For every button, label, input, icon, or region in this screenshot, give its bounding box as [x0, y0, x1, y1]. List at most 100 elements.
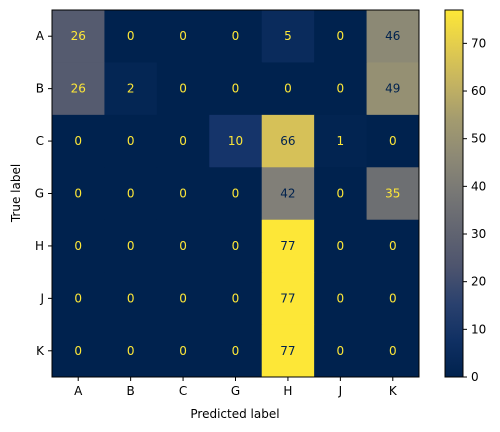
x-tick-label: G	[231, 384, 240, 398]
heatmap-cell	[209, 114, 263, 168]
y-tick-label: K	[36, 344, 45, 358]
cell-value-label: 2	[127, 82, 135, 96]
cell-value-label: 0	[179, 344, 187, 358]
heatmap-cell	[156, 167, 210, 221]
heatmap-cell	[104, 272, 158, 326]
colorbar-tick-label: 30	[471, 227, 486, 241]
x-tick-label: K	[389, 384, 398, 398]
cell-value-label: 0	[337, 82, 345, 96]
y-tick-label: B	[36, 82, 44, 96]
y-tick-label: A	[36, 29, 45, 43]
heatmap-cell	[52, 62, 105, 116]
cell-value-label: 0	[74, 187, 82, 201]
cell-value-label: 42	[280, 187, 295, 201]
heatmap-cell	[156, 324, 210, 378]
cell-value-label: 0	[389, 134, 397, 148]
heatmap-cell	[52, 219, 105, 273]
heatmap-cell	[314, 114, 368, 168]
colorbar-tick-label: 0	[471, 370, 479, 384]
cell-value-label: 0	[232, 187, 240, 201]
cell-value-label: 0	[389, 239, 397, 253]
cell-value-label: 0	[337, 187, 345, 201]
heatmap-cell	[261, 272, 315, 326]
colorbar-tick-label: 10	[471, 322, 486, 336]
heatmap-cell	[366, 10, 420, 63]
heatmap-cell	[156, 219, 210, 273]
cell-value-label: 0	[284, 82, 292, 96]
colorbar-tick-label: 60	[471, 84, 486, 98]
heatmap-cell	[156, 114, 210, 168]
cell-value-label: 0	[127, 291, 135, 305]
cell-value-label: 0	[127, 187, 135, 201]
heatmap-cell	[366, 114, 420, 168]
cell-value-label: 0	[74, 134, 82, 148]
heatmap-cell	[156, 10, 210, 63]
cell-value-label: 0	[127, 29, 135, 43]
x-tick-label: H	[283, 384, 292, 398]
y-tick-label: C	[36, 134, 44, 148]
heatmap-cell	[209, 219, 263, 273]
colorbar-tick-label: 20	[471, 275, 486, 289]
heatmap-cell	[209, 272, 263, 326]
heatmap-cell	[104, 10, 158, 63]
cell-value-label: 26	[71, 29, 86, 43]
cell-value-label: 0	[389, 344, 397, 358]
colorbar-ticks: 0 10 20 30 40 50 60 70	[463, 36, 486, 384]
x-axis-title: Predicted label	[190, 407, 279, 421]
cell-value-label: 0	[127, 239, 135, 253]
heatmap-cell	[209, 10, 263, 63]
heatmap-cell	[261, 324, 315, 378]
cell-value-label: 0	[179, 82, 187, 96]
cell-value-label: 0	[232, 344, 240, 358]
heatmap-cell	[366, 272, 420, 326]
heatmap-cell	[209, 62, 263, 116]
colorbar-tick-label: 40	[471, 179, 486, 193]
cell-value-label: 26	[71, 82, 86, 96]
cell-value-label: 0	[179, 187, 187, 201]
heatmap-cell	[366, 62, 420, 116]
x-tick-label: C	[179, 384, 187, 398]
y-tick-label: J	[39, 291, 44, 305]
cell-value-label: 49	[385, 82, 400, 96]
cell-value-label: 66	[280, 134, 295, 148]
cell-value-label: 0	[232, 29, 240, 43]
cell-value-label: 46	[385, 29, 400, 43]
colorbar-tick-label: 50	[471, 132, 486, 146]
cell-value-label: 0	[232, 82, 240, 96]
colorbar-tick-label: 70	[471, 36, 486, 50]
x-tick-label: A	[74, 384, 83, 398]
cell-value-label: 35	[385, 187, 400, 201]
heatmap-cell	[52, 114, 105, 168]
cell-value-label: 0	[337, 239, 345, 253]
heatmap-cell	[366, 219, 420, 273]
cell-value-label: 77	[280, 344, 295, 358]
x-tick-label: J	[338, 384, 343, 398]
cell-value-label: 0	[127, 344, 135, 358]
heatmap-cell	[366, 324, 420, 378]
heatmap-cell	[104, 219, 158, 273]
cell-value-label: 0	[179, 29, 187, 43]
heatmap-cell	[261, 114, 315, 168]
y-axis-ticks: A B C G H J K	[35, 29, 52, 358]
heatmap-cell	[209, 324, 263, 378]
heatmap-cell	[52, 324, 105, 378]
heatmap-cell	[104, 62, 158, 116]
heatmap-cell	[314, 324, 368, 378]
x-tick-label: B	[127, 384, 135, 398]
heatmap-cell	[314, 167, 368, 221]
y-tick-label: G	[35, 187, 44, 201]
cell-value-label: 0	[179, 134, 187, 148]
heatmap-cell	[52, 272, 105, 326]
heatmap-cell	[156, 62, 210, 116]
cell-value-label: 0	[389, 291, 397, 305]
heatmap-cell	[366, 167, 420, 221]
heatmap-cell	[156, 272, 210, 326]
heatmap-cell	[314, 10, 368, 63]
heatmap-cell	[314, 62, 368, 116]
cell-value-label: 0	[337, 344, 345, 358]
heatmap-cell	[261, 167, 315, 221]
heatmap-cell	[261, 219, 315, 273]
heatmap-cell	[104, 114, 158, 168]
